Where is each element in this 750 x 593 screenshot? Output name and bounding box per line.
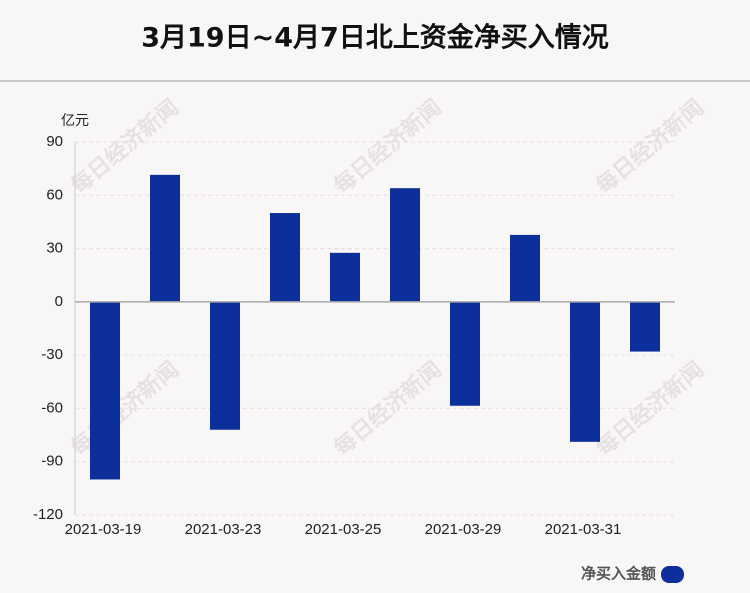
bar	[450, 301, 480, 406]
y-unit: 亿元	[61, 113, 89, 129]
x-tick-label: 2021-03-23	[185, 521, 262, 538]
x-tick-label: 2021-03-25	[305, 521, 382, 538]
y-tick-label: -30	[41, 346, 63, 363]
x-tick-label: 2021-03-31	[545, 521, 622, 538]
legend-swatch	[661, 566, 684, 583]
bar	[510, 234, 540, 302]
y-tick-label: 60	[46, 186, 63, 203]
x-tick-label: 2021-03-29	[425, 521, 502, 538]
y-tick-label: -120	[33, 506, 63, 523]
y-tick-label: 90	[46, 133, 63, 150]
bar	[90, 301, 120, 480]
y-tick-label: -60	[41, 399, 63, 416]
bar	[390, 188, 420, 302]
x-tick-label: 2021-03-19	[65, 521, 142, 538]
bar	[570, 301, 600, 442]
bar	[150, 174, 180, 302]
bar	[210, 301, 240, 430]
y-tick-label: 30	[46, 240, 63, 257]
bar	[270, 213, 300, 302]
legend-label: 净买入金额	[581, 565, 656, 583]
bar	[630, 301, 660, 352]
chart-title: 3月19日~4月7日北上资金净买入情况	[141, 22, 609, 54]
y-tick-label: 0	[55, 293, 63, 310]
y-tick-label: -90	[41, 453, 63, 470]
bar	[330, 252, 360, 302]
